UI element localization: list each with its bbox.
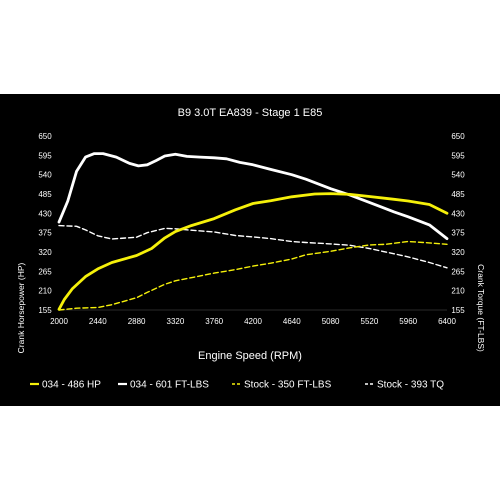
- y-left-tick-label: 430: [38, 209, 52, 218]
- x-tick-label: 2000: [50, 317, 68, 326]
- legend-label: Stock - 393 TQ: [377, 380, 444, 391]
- x-tick-label: 4640: [283, 317, 301, 326]
- y-left-tick-label: 595: [38, 151, 52, 160]
- y-right-tick-label: 375: [451, 229, 465, 238]
- y-right-tick-label: 540: [451, 171, 465, 180]
- y-axis-right-ticks: 155 210 265 320 375 430 485 540 595 650: [451, 132, 465, 315]
- legend-label: Stock - 350 FT-LBS: [244, 380, 332, 391]
- chart-panel: [0, 94, 500, 406]
- y-right-tick-label: 485: [451, 190, 465, 199]
- x-tick-label: 3320: [167, 317, 185, 326]
- y-right-tick-label: 320: [451, 248, 465, 257]
- x-axis-label: Engine Speed (RPM): [198, 350, 302, 362]
- y-axis-left-ticks: 155 210 265 320 375 430 485 540 595 650: [38, 132, 52, 315]
- x-axis-ticks: 2000 2440 2880 3320 3760 4200 4640 5080 5520 5960…: [50, 317, 456, 326]
- legend-label: 034 - 486 HP: [42, 380, 101, 391]
- series-line-2: [57, 152, 449, 240]
- x-tick-label: 5960: [399, 317, 417, 326]
- x-tick-label: 5520: [361, 317, 379, 326]
- y-axis-left-label: Crank Horsepower (HP): [16, 262, 26, 353]
- x-tick-label: 3760: [205, 317, 223, 326]
- y-right-tick-label: 210: [451, 287, 465, 296]
- x-tick-label: 2880: [128, 317, 146, 326]
- legend-label: 034 - 601 FT-LBS: [130, 380, 209, 391]
- y-left-tick-label: 155: [38, 306, 52, 315]
- y-left-tick-label: 375: [38, 229, 52, 238]
- legend: 034 - 486 HP 034 - 601 FT-LBS Stock - 350 …: [30, 380, 444, 391]
- y-left-tick-label: 210: [38, 287, 52, 296]
- y-right-tick-label: 650: [451, 132, 465, 141]
- series-line-1: [57, 192, 449, 311]
- series-line-3: [58, 240, 448, 311]
- y-right-tick-label: 265: [451, 267, 465, 276]
- series-line-4: [58, 224, 448, 269]
- x-tick-label: 6400: [438, 317, 456, 326]
- y-right-tick-label: 430: [451, 209, 465, 218]
- y-left-tick-label: 650: [38, 132, 52, 141]
- series-lines: [57, 152, 449, 311]
- chart-title: B9 3.0T EA839 - Stage 1 E85: [178, 107, 323, 119]
- y-right-tick-label: 155: [451, 306, 465, 315]
- y-left-tick-label: 540: [38, 171, 52, 180]
- x-tick-label: 4200: [244, 317, 262, 326]
- y-left-tick-label: 485: [38, 190, 52, 199]
- x-tick-label: 5080: [322, 317, 340, 326]
- y-left-tick-label: 265: [38, 267, 52, 276]
- y-left-tick-label: 320: [38, 248, 52, 257]
- dyno-chart: B9 3.0T EA839 - Stage 1 E85 2000 2440 2880…: [16, 107, 486, 391]
- y-right-tick-label: 595: [451, 151, 465, 160]
- y-axis-right-label: Crank Torque (FT-LBS): [476, 264, 486, 352]
- x-tick-label: 2440: [89, 317, 107, 326]
